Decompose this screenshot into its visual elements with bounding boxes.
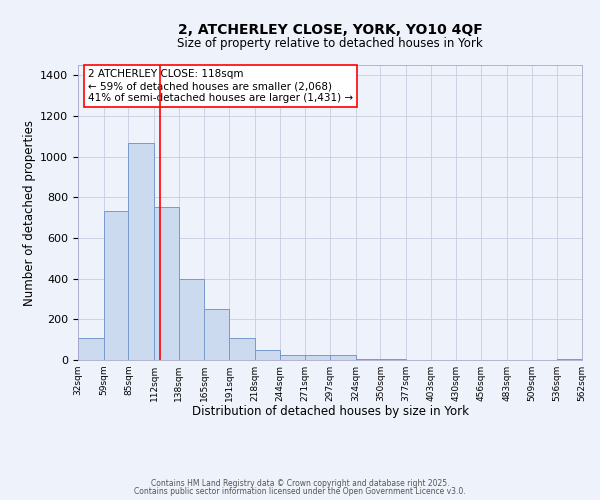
- Bar: [229, 338, 255, 360]
- Bar: [128, 144, 154, 360]
- Bar: [104, 212, 128, 360]
- Bar: [280, 355, 305, 360]
- Bar: [205, 309, 229, 360]
- Bar: [356, 359, 380, 360]
- Bar: [380, 359, 406, 360]
- Text: Contains HM Land Registry data © Crown copyright and database right 2025.: Contains HM Land Registry data © Crown c…: [151, 478, 449, 488]
- Text: Contains public sector information licensed under the Open Government Licence v3: Contains public sector information licen…: [134, 487, 466, 496]
- X-axis label: Distribution of detached houses by size in York: Distribution of detached houses by size …: [191, 406, 469, 418]
- Bar: [255, 350, 280, 360]
- Text: 2, ATCHERLEY CLOSE, YORK, YO10 4QF: 2, ATCHERLEY CLOSE, YORK, YO10 4QF: [178, 22, 482, 36]
- Text: 2 ATCHERLEY CLOSE: 118sqm
← 59% of detached houses are smaller (2,068)
41% of se: 2 ATCHERLEY CLOSE: 118sqm ← 59% of detac…: [88, 70, 353, 102]
- Bar: [154, 208, 179, 360]
- Bar: [179, 278, 205, 360]
- Bar: [557, 359, 582, 360]
- Y-axis label: Number of detached properties: Number of detached properties: [23, 120, 36, 306]
- Bar: [78, 338, 104, 360]
- Bar: [305, 355, 330, 360]
- Bar: [330, 355, 356, 360]
- Text: Size of property relative to detached houses in York: Size of property relative to detached ho…: [177, 38, 483, 51]
